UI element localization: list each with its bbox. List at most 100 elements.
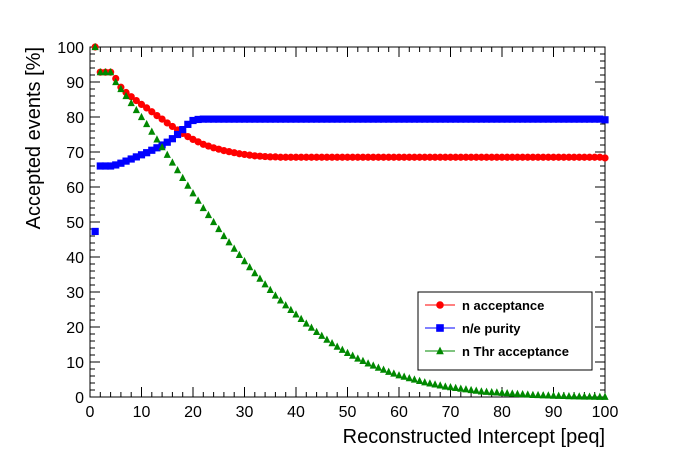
data-point	[359, 356, 367, 365]
data-point	[266, 115, 274, 123]
data-point	[261, 115, 269, 123]
data-point	[446, 115, 455, 123]
x-tick-label: 40	[287, 404, 305, 421]
data-point	[534, 153, 542, 161]
data-point	[359, 153, 367, 161]
data-point	[184, 120, 192, 128]
data-point	[297, 115, 305, 123]
data-point	[400, 115, 408, 123]
tick-labels: 0 10 20 30 40 50 60 70 80 90 100 0 10 20 30 40 50 60 70 80 9…	[57, 40, 618, 421]
data-point	[544, 153, 552, 161]
data-point	[287, 115, 295, 123]
data-point	[364, 359, 372, 367]
data-point	[307, 323, 316, 331]
data-point	[240, 257, 249, 265]
data-point	[276, 115, 285, 123]
data-point	[436, 153, 444, 161]
data-point	[251, 152, 259, 160]
data-point	[153, 135, 161, 143]
data-point	[426, 115, 434, 123]
data-point	[333, 115, 341, 123]
data-point	[421, 115, 429, 123]
data-point	[364, 115, 372, 123]
data-point	[493, 388, 501, 396]
data-point	[117, 84, 125, 93]
data-point	[575, 153, 583, 161]
data-point	[282, 301, 290, 309]
data-point	[230, 115, 238, 123]
data-point	[416, 115, 424, 123]
data-point	[323, 335, 331, 343]
data-point	[343, 153, 352, 161]
data-point	[246, 263, 254, 271]
data-point	[457, 153, 465, 161]
data-point	[179, 173, 187, 182]
data-point	[210, 115, 218, 123]
x-tick-label: 10	[133, 404, 151, 421]
data-point	[519, 390, 527, 398]
data-point	[524, 115, 532, 123]
data-point	[256, 115, 264, 123]
x-axis-title: Reconstructed Intercept [peq]	[343, 426, 605, 448]
data-point	[374, 363, 382, 371]
data-point	[467, 153, 475, 161]
data-point	[369, 115, 377, 123]
data-point	[580, 392, 588, 400]
data-point	[173, 166, 182, 174]
legend-marker	[436, 346, 444, 355]
data-point	[199, 115, 207, 123]
x-tick-label: 50	[339, 404, 357, 421]
data-point	[405, 153, 413, 161]
data-point	[163, 119, 171, 127]
y-tick-label: 0	[75, 390, 84, 407]
data-point	[302, 319, 310, 327]
data-point	[498, 115, 506, 123]
data-point	[560, 153, 568, 161]
data-point	[431, 153, 439, 161]
data-point	[544, 391, 552, 399]
data-point	[379, 365, 388, 373]
data-point	[529, 153, 537, 161]
data-point	[328, 115, 336, 123]
data-point	[101, 162, 110, 170]
data-point	[585, 153, 594, 161]
data-point	[410, 375, 419, 383]
data-point	[122, 157, 130, 165]
data-point	[385, 115, 393, 123]
data-point	[256, 274, 264, 282]
data-point	[204, 210, 213, 219]
data-point	[122, 91, 130, 100]
data-point	[297, 153, 305, 161]
data-point	[452, 383, 460, 392]
data-point	[596, 115, 604, 123]
data-point	[539, 153, 547, 161]
y-tick-label: 70	[66, 145, 84, 162]
data-point	[555, 153, 563, 161]
data-point	[467, 115, 475, 123]
data-point	[132, 96, 140, 105]
data-point	[524, 390, 532, 398]
data-point	[416, 376, 424, 385]
data-point	[235, 115, 243, 123]
data-point	[585, 115, 594, 123]
legend-label: n acceptance	[462, 298, 544, 313]
data-point	[457, 384, 465, 392]
data-point	[292, 153, 300, 161]
data-point	[143, 119, 151, 128]
data-point	[323, 153, 331, 161]
data-point	[127, 155, 135, 163]
data-point	[529, 115, 537, 123]
data-point	[503, 115, 511, 123]
data-point	[591, 392, 599, 400]
data-point	[390, 115, 398, 123]
data-point	[539, 391, 547, 399]
data-point	[338, 115, 346, 123]
data-point	[117, 159, 125, 167]
data-point	[179, 126, 187, 134]
data-point	[452, 115, 460, 123]
data-point	[436, 115, 444, 123]
data-point	[513, 389, 522, 397]
data-point	[132, 153, 140, 161]
data-point	[163, 150, 171, 158]
